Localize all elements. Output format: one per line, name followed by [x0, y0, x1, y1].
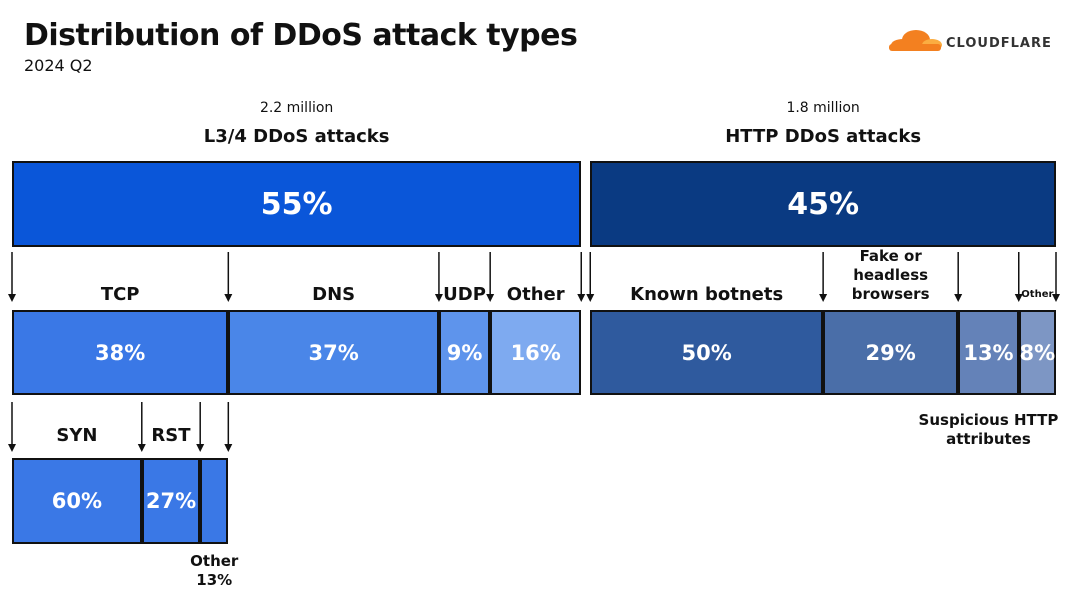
sub-segment-name: SYN	[56, 425, 98, 446]
group-bar: 55%	[12, 161, 582, 247]
segment-name: Known botnets	[630, 284, 784, 305]
segment: 38%	[12, 310, 229, 395]
arrow	[434, 294, 443, 302]
group-bar: 45%	[590, 161, 1056, 247]
arrow	[8, 444, 16, 452]
segment: 8%	[1018, 310, 1056, 395]
arrow	[196, 444, 205, 452]
logo-text: CLOUDFLARE	[946, 36, 1052, 51]
sub-segment-name: RST	[151, 425, 191, 446]
arrow	[954, 294, 963, 302]
segment: 9%	[438, 310, 491, 395]
title: Distribution of DDoS attack types	[24, 18, 578, 53]
segment: 50%	[590, 310, 824, 395]
group-name: HTTP DDoS attacks	[725, 126, 922, 147]
sub-segment-label: 13%	[196, 571, 233, 589]
arrow	[486, 294, 495, 302]
arrow	[819, 294, 828, 302]
arrow	[1014, 294, 1023, 302]
arrow	[137, 444, 146, 452]
arrow	[577, 294, 586, 302]
segment: 37%	[228, 310, 439, 395]
sub-segment	[200, 458, 229, 544]
segment: 16%	[490, 310, 582, 395]
group-count: 2.2 million	[259, 100, 334, 116]
arrow	[8, 294, 16, 302]
sub-segment-name: Other	[190, 552, 239, 570]
arrow	[586, 294, 595, 302]
group-count: 1.8 million	[786, 100, 860, 116]
sub-segment: 60%	[12, 458, 142, 544]
segment-name: Other	[1021, 289, 1054, 300]
segment: 29%	[823, 310, 959, 395]
arrow	[224, 294, 233, 302]
segment-name: Other	[506, 284, 565, 305]
sub-segment: 27%	[141, 458, 201, 544]
arrow	[224, 444, 233, 452]
subtitle: 2024 Q2	[24, 56, 93, 75]
segment-name: UDP	[443, 284, 486, 305]
segment-name: Suspicious HTTP attributes	[918, 411, 1059, 448]
segment-name: Fake or headless browsers	[851, 247, 930, 303]
segment-name: TCP	[100, 284, 140, 305]
segment-name: DNS	[312, 284, 356, 305]
logo-cloud	[889, 30, 942, 51]
segment: 13%	[958, 310, 1019, 395]
group-name: L3/4 DDoS attacks	[203, 126, 390, 147]
arrow	[1052, 294, 1060, 302]
